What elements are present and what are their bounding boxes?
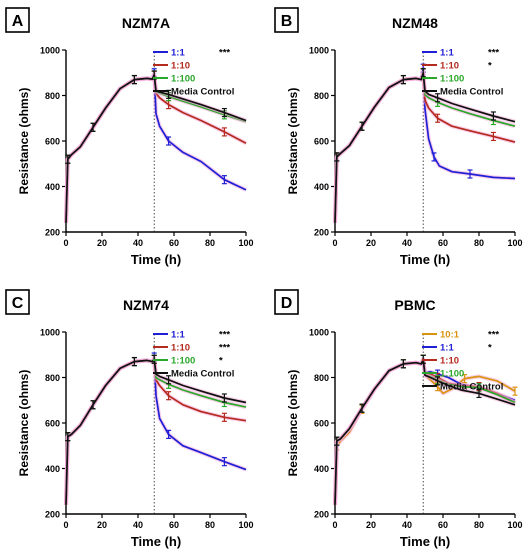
y-tick-label: 800: [45, 373, 60, 383]
y-tick-label: 200: [45, 510, 60, 520]
series-line-media-control: [334, 71, 516, 223]
y-tick-label: 800: [314, 373, 329, 383]
series-line-media-control: [65, 358, 247, 505]
x-tick-label: 0: [332, 238, 337, 248]
x-tick-label: 80: [205, 238, 215, 248]
y-tick-label: 200: [314, 510, 329, 520]
y-tick-label: 600: [314, 137, 329, 147]
legend-significance: *: [219, 356, 223, 367]
x-tick-label: 20: [366, 238, 376, 248]
chart-panel-a: A NZM7A 200 400 600 800 1000 0 20 40 60 80 100 Time (…: [5, 7, 254, 267]
legend-label: Media Control: [171, 87, 234, 98]
legend-label: 1:100: [171, 356, 195, 367]
y-tick-label: 200: [45, 228, 60, 238]
y-tick-label: 400: [314, 182, 329, 192]
panel-letter-box: [5, 289, 30, 315]
panel-letter: D: [281, 295, 293, 312]
x-tick-label: 80: [474, 238, 484, 248]
x-tick-label: 80: [205, 520, 215, 530]
series-line-media-control: [65, 74, 247, 223]
legend-label: 1:1: [440, 48, 454, 59]
y-axis-label: Resistance (ohms): [17, 88, 31, 195]
panel-letter: A: [12, 13, 24, 30]
x-tick-label: 100: [238, 520, 253, 530]
legend-label: 1:1: [171, 48, 185, 59]
x-axis-label: Time (h): [131, 252, 181, 267]
x-tick-label: 0: [63, 520, 68, 530]
series-line-1-10: [65, 358, 247, 505]
legend-label: 1:10: [440, 61, 459, 72]
legend-label: 1:10: [440, 356, 459, 367]
y-tick-label: 400: [314, 464, 329, 474]
y-tick-label: 800: [45, 91, 60, 101]
y-tick-label: 400: [45, 182, 60, 192]
legend-label: 1:1: [440, 343, 454, 354]
y-tick-label: 200: [314, 228, 329, 238]
legend-label: 1:10: [171, 343, 190, 354]
legend-label: 10:1: [440, 330, 460, 341]
y-axis-label: Resistance (ohms): [286, 88, 300, 195]
legend-label: 1:10: [171, 61, 190, 72]
y-tick-label: 600: [314, 419, 329, 429]
panel-letter-box: [274, 7, 299, 33]
legend-significance: ***: [219, 330, 230, 341]
x-tick-label: 40: [133, 520, 143, 530]
y-tick-label: 1000: [309, 328, 329, 338]
y-tick-label: 1000: [40, 328, 60, 338]
panel-letter: B: [281, 13, 293, 30]
x-tick-label: 0: [332, 520, 337, 530]
x-axis-label: Time (h): [131, 534, 181, 549]
x-tick-label: 60: [438, 520, 448, 530]
chart-panel-b: B NZM48 200 400 600 800 1000 0 20 40 60 80 100 Time (…: [274, 7, 523, 267]
x-tick-label: 100: [507, 520, 522, 530]
legend-label: 1:1: [171, 330, 185, 341]
legend-significance: *: [488, 61, 492, 72]
chart-panel-c: C NZM74 200 400 600 800 1000 0 20 40 60 80 100 Time (…: [5, 289, 254, 549]
y-tick-label: 600: [45, 137, 60, 147]
y-tick-label: 600: [45, 419, 60, 429]
x-tick-label: 60: [169, 238, 179, 248]
chart-title: NZM7A: [122, 15, 170, 31]
x-tick-label: 100: [238, 238, 253, 248]
legend-significance: ***: [219, 48, 230, 59]
x-tick-label: 40: [402, 238, 412, 248]
y-axis-label: Resistance (ohms): [17, 370, 31, 477]
legend-label: 1:100: [440, 74, 464, 85]
legend-significance: *: [488, 343, 492, 354]
panel-letter-box: [274, 289, 299, 315]
x-tick-label: 20: [97, 238, 107, 248]
legend-significance: ***: [488, 330, 499, 341]
x-tick-label: 60: [438, 238, 448, 248]
y-tick-label: 400: [45, 464, 60, 474]
panel-letter-box: [5, 7, 30, 33]
x-tick-label: 40: [133, 238, 143, 248]
chart-panel-d: D PBMC 200 400 600 800 1000 0 20 40 60 80 100 Time (h…: [274, 289, 523, 549]
legend-label: 1:100: [171, 74, 195, 85]
x-tick-label: 20: [366, 520, 376, 530]
chart-title: PBMC: [394, 297, 435, 313]
x-tick-label: 40: [402, 520, 412, 530]
x-tick-label: 0: [63, 238, 68, 248]
chart-title: NZM48: [392, 15, 438, 31]
legend-significance: ***: [219, 343, 230, 354]
x-axis-label: Time (h): [400, 534, 450, 549]
x-axis-label: Time (h): [400, 252, 450, 267]
legend-significance: ***: [488, 48, 499, 59]
x-tick-label: 80: [474, 520, 484, 530]
y-tick-label: 1000: [40, 46, 60, 56]
legend-label: 1:100: [440, 369, 464, 380]
x-tick-label: 60: [169, 520, 179, 530]
legend-label: Media Control: [440, 382, 503, 393]
legend-label: Media Control: [171, 369, 234, 380]
x-tick-label: 20: [97, 520, 107, 530]
panel-letter: C: [12, 295, 24, 312]
chart-title: NZM74: [123, 297, 169, 313]
y-axis-label: Resistance (ohms): [286, 370, 300, 477]
x-tick-label: 100: [507, 238, 522, 248]
legend-label: Media Control: [440, 87, 503, 98]
y-tick-label: 800: [314, 91, 329, 101]
y-tick-label: 1000: [309, 46, 329, 56]
